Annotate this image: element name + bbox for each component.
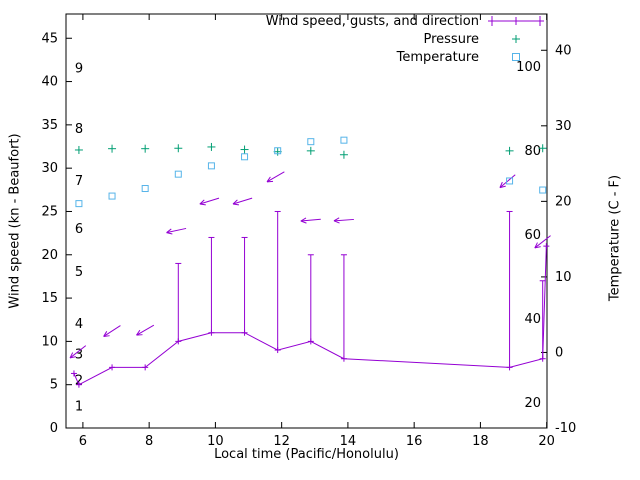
legend-label-temperature: Temperature xyxy=(396,49,479,65)
svg-text:9: 9 xyxy=(75,62,83,77)
fahrenheit-scale-labels: 20 40 60 80 100 xyxy=(516,60,541,411)
svg-text:-10: -10 xyxy=(555,421,576,436)
legend-label-wind: Wind speed, gusts, and direction xyxy=(265,13,479,29)
x-axis-label: Local time (Pacific/Honolulu) xyxy=(214,447,399,462)
svg-text:100: 100 xyxy=(516,60,541,75)
svg-text:16: 16 xyxy=(406,434,423,449)
wind-series xyxy=(70,210,550,388)
svg-text:10: 10 xyxy=(555,270,572,285)
svg-text:40: 40 xyxy=(41,75,58,90)
plot-frame xyxy=(65,13,548,429)
y-left-axis-label: Wind speed (kn - Beaufort) xyxy=(7,133,23,309)
svg-text:10: 10 xyxy=(41,334,58,349)
svg-text:2: 2 xyxy=(75,373,83,388)
pressure-series xyxy=(74,142,547,159)
wind-direction-arrows xyxy=(69,171,551,359)
svg-text:20: 20 xyxy=(538,434,555,449)
svg-text:45: 45 xyxy=(41,31,58,46)
svg-text:4: 4 xyxy=(75,317,83,332)
legend: Wind speed, gusts, and direction Pressur… xyxy=(266,12,545,66)
wind-errorline-legend-icon xyxy=(488,16,544,26)
legend-item-pressure: Pressure xyxy=(266,30,545,48)
svg-text:30: 30 xyxy=(555,119,572,134)
svg-text:8: 8 xyxy=(145,434,153,449)
svg-text:5: 5 xyxy=(75,265,83,280)
svg-text:40: 40 xyxy=(555,43,572,58)
svg-text:40: 40 xyxy=(524,312,541,327)
svg-text:10: 10 xyxy=(207,434,224,449)
svg-text:14: 14 xyxy=(340,434,357,449)
y-right-axis-label: Temperature (C - F) xyxy=(607,174,623,302)
svg-text:20: 20 xyxy=(555,194,572,209)
y-right-ticks: -10 0 10 20 30 40 xyxy=(541,43,576,436)
svg-text:30: 30 xyxy=(41,161,58,176)
svg-text:1: 1 xyxy=(75,399,83,414)
x-axis-ticks: 6 8 10 12 14 16 18 20 xyxy=(79,14,555,449)
svg-text:25: 25 xyxy=(41,204,58,219)
svg-text:60: 60 xyxy=(524,228,541,243)
legend-label-pressure: Pressure xyxy=(423,31,479,47)
svg-text:35: 35 xyxy=(41,118,58,133)
svg-text:80: 80 xyxy=(524,144,541,159)
svg-text:0: 0 xyxy=(50,421,58,436)
y-left-ticks: 0 5 10 15 20 25 30 35 40 45 xyxy=(41,31,72,436)
temperature-square-legend-icon xyxy=(512,53,520,61)
beaufort-scale-labels: 1 2 3 4 5 6 7 8 9 xyxy=(75,62,83,415)
legend-item-temperature: Temperature xyxy=(266,48,545,66)
svg-text:6: 6 xyxy=(79,434,87,449)
pressure-plus-legend-icon xyxy=(512,35,520,43)
svg-text:20: 20 xyxy=(41,248,58,263)
svg-text:3: 3 xyxy=(75,347,83,362)
svg-text:15: 15 xyxy=(41,291,58,306)
svg-text:0: 0 xyxy=(555,345,563,360)
svg-text:18: 18 xyxy=(472,434,489,449)
svg-text:5: 5 xyxy=(50,378,58,393)
legend-item-wind: Wind speed, gusts, and direction xyxy=(266,12,545,30)
svg-text:8: 8 xyxy=(75,122,83,137)
svg-text:6: 6 xyxy=(75,222,83,237)
svg-text:7: 7 xyxy=(75,174,83,189)
svg-text:12: 12 xyxy=(273,434,290,449)
svg-text:20: 20 xyxy=(524,396,541,411)
temperature-series xyxy=(75,136,547,208)
